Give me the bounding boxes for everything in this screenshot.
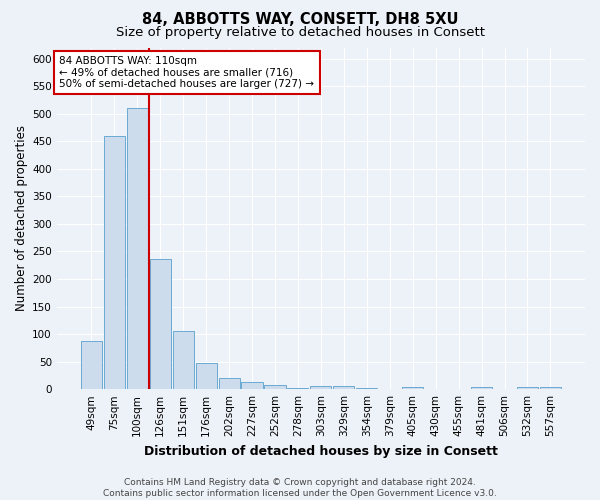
Bar (81, 340, 102, 389)
Bar (310, 386, 331, 389)
Bar (104, 136, 125, 389)
Bar (149, 258, 171, 389)
Bar (241, 382, 263, 389)
Bar (540, 387, 561, 389)
Text: Size of property relative to detached houses in Consett: Size of property relative to detached ho… (115, 26, 485, 39)
Bar (333, 386, 355, 389)
Bar (517, 387, 538, 389)
Bar (196, 364, 217, 389)
Text: Contains HM Land Registry data © Crown copyright and database right 2024.
Contai: Contains HM Land Registry data © Crown c… (103, 478, 497, 498)
Bar (218, 378, 239, 389)
Bar (356, 388, 377, 389)
Bar (173, 332, 194, 389)
X-axis label: Distribution of detached houses by size in Consett: Distribution of detached houses by size … (144, 444, 498, 458)
Bar (127, 108, 148, 389)
Text: 84, ABBOTTS WAY, CONSETT, DH8 5XU: 84, ABBOTTS WAY, CONSETT, DH8 5XU (142, 12, 458, 28)
Bar (287, 388, 308, 389)
Bar (265, 385, 286, 389)
Bar (402, 387, 423, 389)
Bar (471, 387, 492, 389)
Text: 84 ABBOTTS WAY: 110sqm
← 49% of detached houses are smaller (716)
50% of semi-de: 84 ABBOTTS WAY: 110sqm ← 49% of detached… (59, 56, 314, 89)
Y-axis label: Number of detached properties: Number of detached properties (15, 126, 28, 312)
